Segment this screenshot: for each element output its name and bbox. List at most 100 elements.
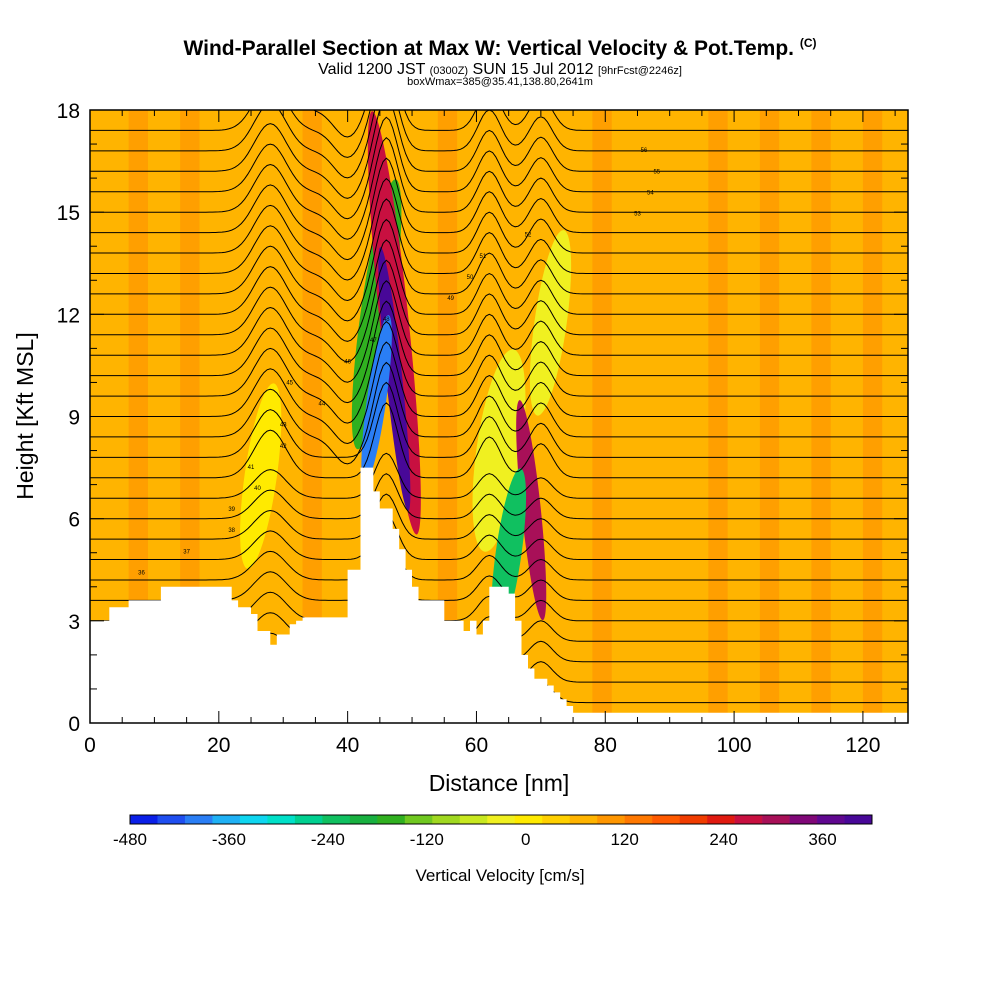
colorbar-swatch [844, 815, 873, 824]
isentrope [90, 218, 908, 322]
contour-label: 39 [228, 507, 235, 513]
box-wmax-line: boxWmax=385@35.41,138.80,2641m [407, 76, 593, 88]
colorbar-tick-label: -240 [311, 830, 345, 849]
x-tick-label: 120 [845, 734, 880, 757]
isentrope [90, 157, 908, 261]
isentrope [90, 239, 908, 342]
colorbar-title: Vertical Velocity [cm/s] [415, 866, 584, 885]
valid-date: SUN 15 Jul 2012 [472, 61, 594, 78]
contour-label: 54 [647, 190, 654, 196]
x-tick-label: 40 [336, 734, 359, 757]
x-tick-label: 80 [594, 734, 617, 757]
weak-updraft-band [302, 110, 322, 723]
colorbar: -480 -360 -240 -120 0 120 240 360 [113, 814, 873, 849]
isentrope [90, 280, 908, 383]
velocity-cell [472, 349, 526, 552]
isentrope [90, 514, 908, 560]
colorbar-swatch [542, 815, 571, 824]
contour-label: 38 [228, 528, 235, 534]
isentrope [90, 493, 908, 540]
terrain-mask [90, 467, 908, 723]
isentrope [90, 361, 908, 465]
colorbar-tick-label: -120 [410, 830, 444, 849]
x-axis-label: Distance [nm] [429, 770, 570, 796]
chart-title-text: Wind-Parallel Section at Max W: Vertical… [183, 37, 794, 60]
colorbar-swatch [459, 815, 488, 824]
isentrope [90, 341, 908, 445]
isentrope [90, 402, 908, 479]
colorbar-swatch [569, 815, 598, 824]
colorbar-tick-label: -360 [212, 830, 246, 849]
y-tick-label: 6 [68, 509, 80, 532]
colorbar-tick-label: 240 [709, 830, 737, 849]
contour-label: 45 [286, 380, 293, 386]
chart-subtitle: Valid 1200 JST (0300Z) SUN 15 Jul 2012 [… [0, 61, 1000, 79]
x-tick-label: 20 [207, 734, 230, 757]
isentrope [90, 110, 908, 158]
forecast-cycle: [9hrFcst@2246z] [597, 65, 682, 77]
valid-time: Valid 1200 JST [318, 61, 426, 78]
contour-label: 44 [319, 402, 326, 408]
isentrope [90, 473, 908, 520]
x-tick-label: 60 [465, 734, 488, 757]
y-tick-label: 15 [57, 202, 80, 225]
y-tick-label: 18 [57, 100, 80, 123]
colorbar-swatch [267, 815, 296, 824]
colorbar-swatch [239, 815, 268, 824]
y-tick-label: 3 [68, 611, 80, 634]
colorbar-swatch [212, 815, 241, 824]
isentrope [90, 259, 908, 363]
y-tick-label: 9 [68, 407, 80, 430]
colorbar-tick-label: 0 [521, 830, 530, 849]
isentrope [90, 110, 908, 199]
y-axis-label: Height [Kft MSL] [12, 332, 38, 499]
copyright-mark: (C) [799, 36, 817, 50]
isentrope [90, 381, 908, 458]
y-tick-label: 0 [68, 713, 80, 736]
isentrope [90, 198, 908, 302]
colorbar-tick-label: 120 [610, 830, 638, 849]
colorbar-swatch [707, 815, 735, 824]
contour-label: 43 [280, 423, 287, 429]
contour-label: 50 [467, 275, 474, 281]
contour-label: 37 [183, 549, 190, 555]
colorbar-swatch [130, 815, 158, 824]
contour-label: 56 [641, 148, 648, 154]
contour-label: 41 [248, 465, 255, 471]
contour-label: 51 [480, 254, 487, 260]
contour-label: 36 [138, 570, 145, 576]
chart-title: Wind-Parallel Section at Max W: Vertical… [0, 36, 1000, 61]
isentrope [90, 300, 908, 404]
contour-label: 55 [653, 169, 660, 175]
colorbar-swatch [514, 815, 543, 824]
colorbar-frame [129, 814, 873, 825]
colorbar-swatch [817, 815, 845, 824]
colorbar-swatch [377, 815, 406, 824]
colorbar-swatch [762, 815, 790, 824]
contour-label: 40 [254, 486, 261, 492]
contour-label: 49 [447, 296, 454, 302]
isentrope [90, 137, 908, 240]
isentrope [90, 116, 908, 220]
colorbar-tick-label: -480 [113, 830, 147, 849]
x-tick-label: 0 [84, 734, 96, 757]
isentrope [90, 534, 908, 581]
isentrope [90, 110, 908, 179]
valid-zulu: (0300Z) [429, 65, 469, 77]
x-tick-label: 100 [717, 734, 752, 757]
contour-label: 46 [344, 359, 351, 365]
y-tick-label: 12 [57, 304, 80, 327]
contour-label: 42 [280, 444, 287, 450]
contour-label: 52 [525, 233, 532, 239]
terrain [90, 467, 908, 723]
colorbar-swatch [597, 815, 625, 824]
colorbar-swatch [487, 815, 516, 824]
contour-label: 47 [370, 338, 377, 344]
colorbar-swatch [294, 815, 323, 824]
velocity-cell [529, 230, 572, 416]
colorbar-swatch [734, 815, 763, 824]
colorbar-swatch [349, 815, 378, 824]
velocity-cell [516, 400, 547, 621]
